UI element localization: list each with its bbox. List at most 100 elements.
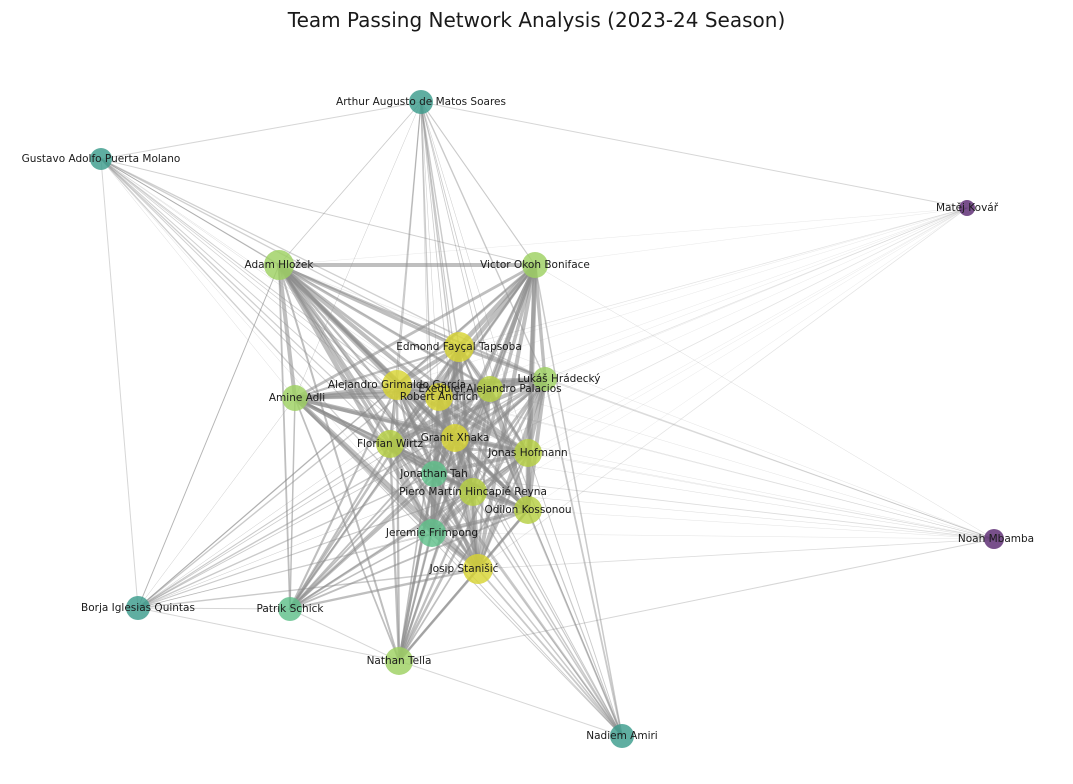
- pass-edge: [389, 443, 623, 737]
- pass-edge: [544, 207, 968, 380]
- pass-edge: [100, 158, 280, 266]
- pass-edge: [476, 451, 530, 571]
- pass-edge: [477, 568, 623, 737]
- pass-edge: [277, 263, 547, 381]
- pass-edge: [388, 442, 401, 663]
- player-node-nadiem: [610, 724, 634, 748]
- pass-edge: [137, 532, 433, 609]
- pass-edge: [489, 388, 623, 737]
- pass-edge: [420, 101, 546, 380]
- player-label-exequiel: Exequiel Alejandro Palacios: [418, 383, 561, 395]
- pass-edge: [294, 207, 968, 399]
- pass-edge: [396, 207, 968, 386]
- pass-edge: [438, 207, 968, 398]
- pass-edge: [277, 263, 480, 571]
- player-node-amine: [282, 385, 308, 411]
- pass-edge: [438, 396, 995, 540]
- pass-edge: [398, 452, 529, 662]
- player-node-florian: [376, 430, 404, 458]
- player-node-jonathan: [421, 461, 447, 487]
- pass-edge: [278, 264, 291, 610]
- pass-edge: [137, 437, 456, 609]
- pass-edge: [277, 263, 441, 399]
- pass-edge: [420, 101, 529, 454]
- pass-edge: [289, 608, 400, 662]
- pass-edge: [137, 378, 546, 609]
- pass-edge: [289, 397, 296, 610]
- pass-edge: [100, 158, 296, 399]
- pass-edge: [420, 101, 456, 439]
- pass-edge: [137, 452, 529, 609]
- pass-edge: [278, 264, 623, 737]
- player-label-patrik: Patrik Schick: [257, 603, 325, 615]
- pass-edge: [397, 263, 537, 663]
- chart-title: Team Passing Network Analysis (2023-24 S…: [287, 8, 786, 32]
- pass-edge: [288, 383, 399, 611]
- pass-edge: [420, 101, 440, 398]
- player-label-nathan: Nathan Tella: [367, 655, 432, 667]
- player-node-jonas: [514, 439, 542, 467]
- pass-edge: [288, 442, 392, 611]
- pass-edge: [278, 101, 422, 266]
- pass-edge: [433, 207, 968, 475]
- player-label-lukas: Lukáš Hrádecký: [518, 373, 601, 385]
- player-node-josip: [463, 554, 493, 584]
- pass-edge: [420, 101, 491, 390]
- player-label-victor: Victor Okoh Boniface: [480, 259, 590, 271]
- player-node-arthur: [409, 90, 433, 114]
- pass-edge: [472, 491, 995, 540]
- pass-edge: [420, 101, 529, 511]
- pass-edge: [100, 158, 280, 266]
- player-label-arthur: Arthur Augusto de Matos Soares: [336, 96, 506, 108]
- pass-edge: [420, 101, 968, 209]
- pass-edge: [278, 264, 400, 662]
- pass-edge: [475, 376, 548, 572]
- pass-edge: [437, 395, 530, 455]
- pass-edge: [534, 264, 623, 737]
- pass-edge: [396, 384, 623, 737]
- pass-edge: [100, 158, 536, 266]
- player-node-piero: [459, 478, 487, 506]
- pass-edge: [397, 490, 475, 663]
- pass-edge: [433, 473, 623, 737]
- pass-edge: [137, 607, 400, 662]
- player-node-nathan: [385, 647, 413, 675]
- pass-edge: [489, 388, 995, 540]
- pass-edge: [544, 378, 995, 540]
- player-label-jeremie: Jeremie Frimpong: [385, 527, 478, 539]
- player-label-florian: Florian Wirtz: [357, 438, 424, 450]
- pass-edge: [398, 538, 995, 662]
- pass-edge: [137, 388, 491, 609]
- pass-edge: [137, 264, 280, 609]
- player-node-gustavo: [90, 148, 112, 170]
- player-node-victor: [522, 252, 548, 278]
- pass-edge: [544, 378, 623, 737]
- pass-edge: [100, 101, 422, 160]
- pass-edge: [100, 158, 491, 390]
- pass-edge: [137, 443, 391, 609]
- player-node-exequiel: [477, 376, 503, 402]
- player-label-josip: Josip Stanišić: [429, 563, 499, 575]
- pass-edge: [458, 346, 623, 737]
- pass-edge: [472, 207, 968, 493]
- pass-edge: [100, 158, 139, 609]
- player-label-noah: Noah Mbamba: [958, 533, 1034, 545]
- pass-edge: [420, 101, 460, 348]
- pass-edge: [534, 207, 968, 266]
- player-label-amine: Amine Adli: [269, 392, 325, 404]
- player-node-jeremie: [418, 519, 446, 547]
- pass-edge: [294, 397, 400, 662]
- player-node-patrik: [278, 597, 302, 621]
- pass-edge: [431, 532, 995, 540]
- pass-edge: [137, 264, 280, 609]
- player-label-odilon: Odilon Kossonou: [484, 504, 571, 516]
- pass-edge: [477, 207, 968, 570]
- player-node-lukas: [533, 367, 557, 391]
- pass-edge: [476, 387, 492, 571]
- pass-edge: [100, 158, 479, 570]
- player-node-robert: [425, 383, 453, 411]
- pass-edge: [454, 437, 995, 540]
- pass-edge: [278, 264, 995, 540]
- player-label-robert: Robert Andrich: [400, 391, 478, 403]
- pass-edge: [472, 491, 623, 737]
